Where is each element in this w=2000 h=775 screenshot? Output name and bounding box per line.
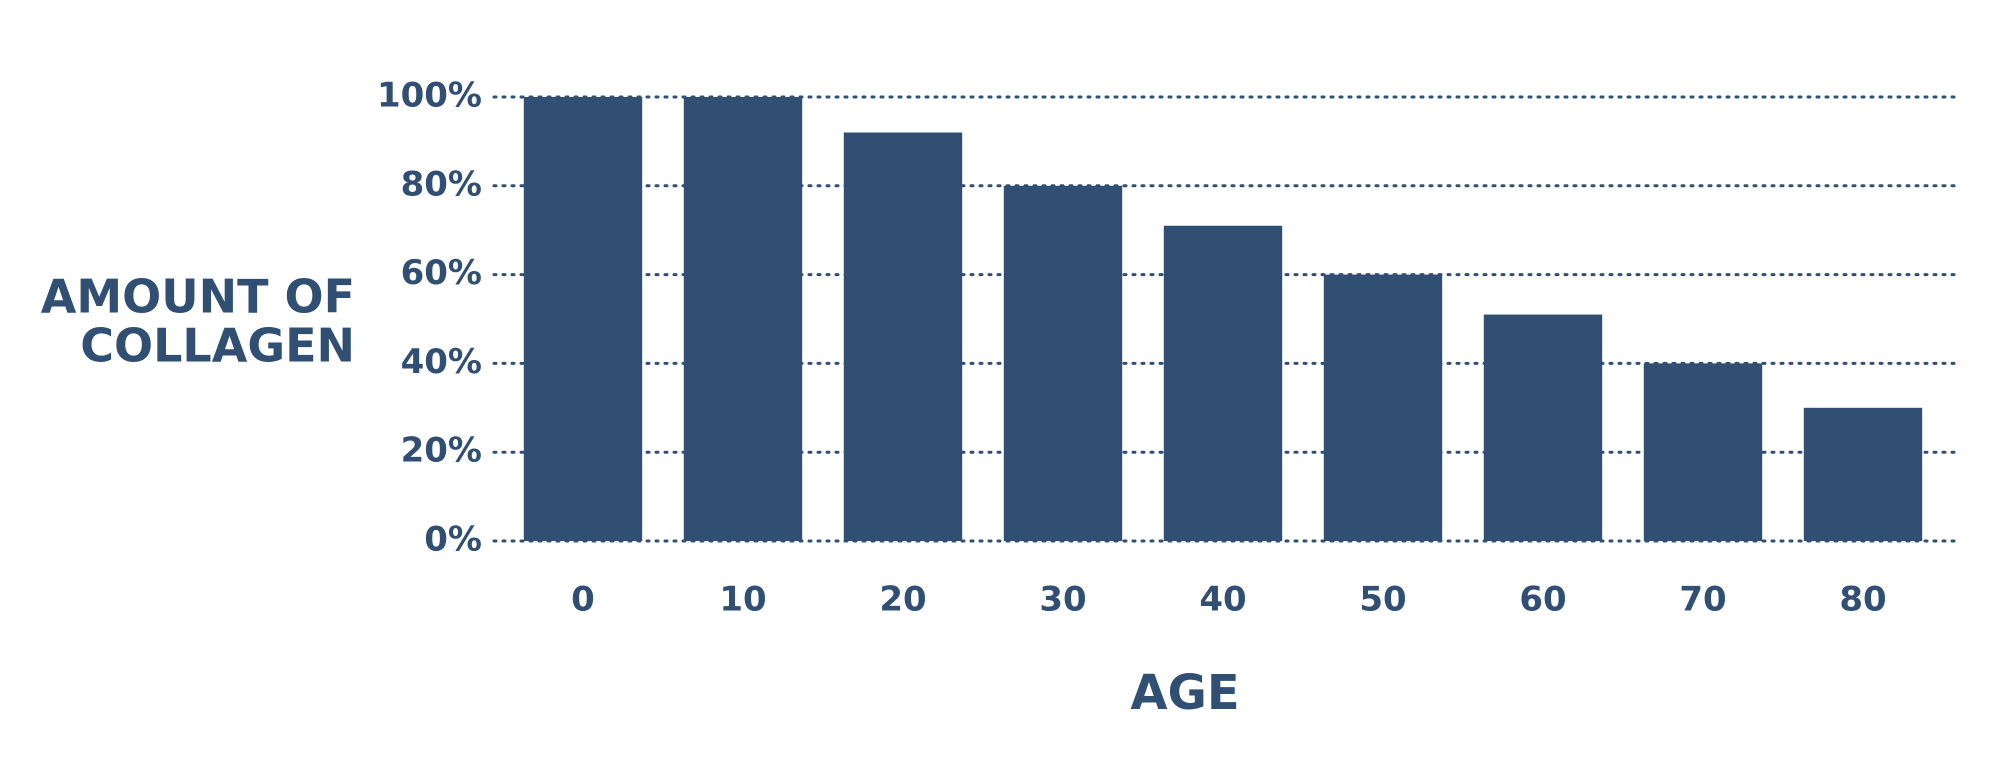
y-tick-label: 0% [424,520,482,560]
x-tick-label: 10 [719,580,766,620]
x-tick-label: 50 [1359,580,1406,620]
x-tick-label: 40 [1199,580,1246,620]
bar [1803,407,1923,541]
y-tick-label: 40% [401,342,482,382]
y-tick-label: 60% [401,253,482,293]
y-axis-label: AMOUNT OF [41,270,355,324]
y-tick-label: 20% [401,431,482,471]
x-tick-label: 70 [1679,580,1726,620]
x-axis-label: AGE [1130,665,1239,721]
bar [1483,314,1603,541]
x-tick-label: 30 [1039,580,1086,620]
bar [1323,274,1443,541]
x-tick-label: 60 [1519,580,1566,620]
x-tick-label: 20 [879,580,926,620]
x-tick-label: 0 [571,580,595,620]
bar [1163,225,1283,541]
y-tick-label: 80% [401,164,482,204]
y-axis-label: COLLAGEN [80,319,355,373]
y-tick-label: 100% [377,76,482,116]
bar [683,97,803,541]
bar [843,132,963,541]
bar [523,97,643,541]
x-tick-label: 80 [1839,580,1886,620]
